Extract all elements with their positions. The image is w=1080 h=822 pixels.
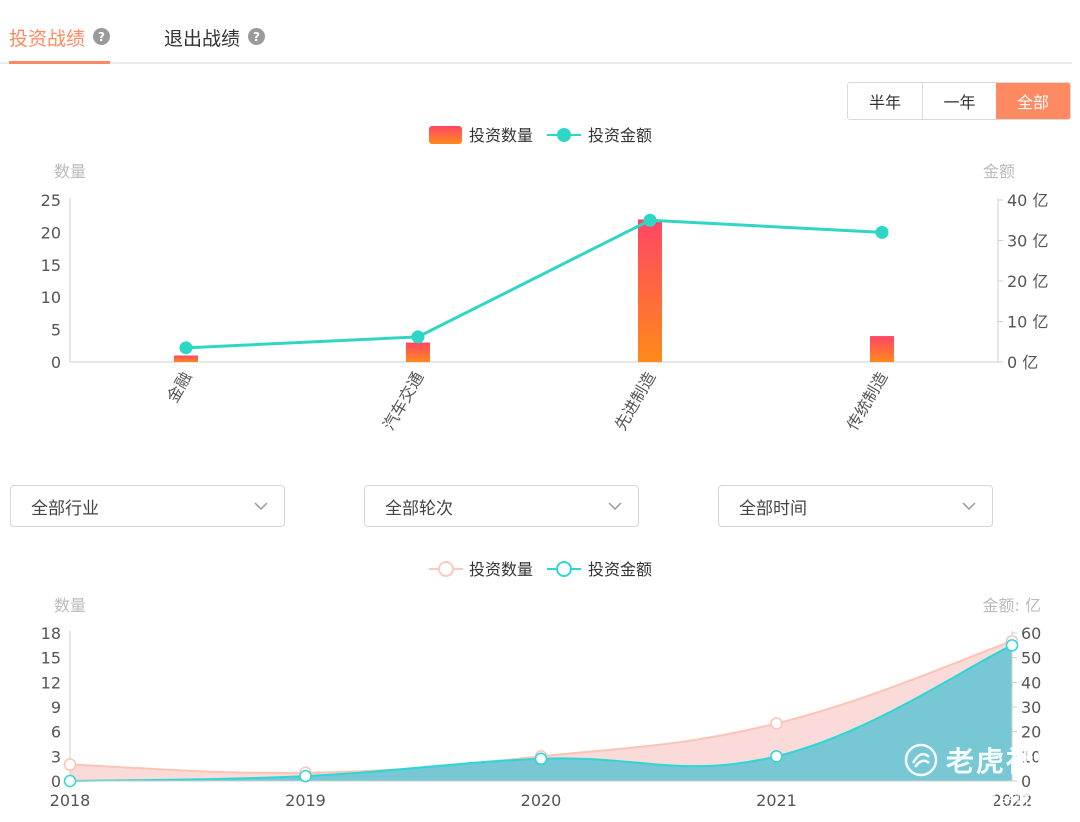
series-line-investment-amount — [185, 218, 883, 350]
time-select-value: 全部时间 — [739, 498, 807, 519]
industry-investment-chart: 投资数量 投资金额 数量 金额 0 5 10 15 20 25 0 亿 10 亿 20 亿 30 … — [41, 126, 1049, 434]
chart1-bars — [174, 219, 894, 362]
y-tick-label-right: 50 — [1021, 649, 1041, 668]
x-tick-label: 2018 — [50, 791, 91, 810]
y-tick-label-left: 15 — [41, 256, 61, 275]
industry-select-value: 全部行业 — [31, 498, 99, 519]
legend-line-marker — [557, 128, 571, 142]
point-investment-amount — [411, 330, 425, 344]
x-tick-label: 先进制造 — [611, 369, 659, 434]
y-tick-label-right: 10 — [1021, 747, 1041, 766]
help-icon[interactable]: ? — [248, 28, 266, 45]
legend-marker — [438, 561, 454, 577]
chart1-x-labels: 金融 汽车交通 先进制造 传统制造 — [163, 369, 891, 434]
legend-marker — [556, 561, 572, 577]
tab-label: 退出战绩 — [164, 28, 241, 50]
y-tick-label-right: 0 — [1021, 772, 1031, 791]
legend-label: 投资金额 — [588, 560, 652, 579]
legend-label: 投资数量 — [469, 560, 533, 579]
chart1-line — [179, 213, 889, 355]
point-investment-amount — [1005, 639, 1019, 652]
y-tick-label-right: 0 亿 — [1007, 353, 1038, 372]
y-tick-label-left: 20 — [41, 223, 61, 242]
chart1-legend[interactable]: 投资数量 投资金额 — [429, 126, 652, 145]
x-tick-label: 传统制造 — [843, 369, 891, 434]
point-investment-amount — [179, 341, 193, 355]
watermark-subtext: @野马财经 — [966, 790, 1047, 809]
y-tick-label-right: 40 — [1021, 673, 1041, 692]
range-one-year-button[interactable]: 一年 — [922, 83, 996, 119]
y-tick-label-left: 5 — [51, 321, 61, 340]
range-all-button[interactable]: 全部 — [996, 83, 1070, 119]
round-select[interactable]: 全部轮次 — [364, 485, 639, 527]
round-select-value: 全部轮次 — [385, 498, 453, 519]
industry-select[interactable]: 全部行业 — [10, 485, 285, 527]
point-investment-amount — [534, 752, 548, 766]
tab-investment-record[interactable]: 投资战绩 ? — [9, 24, 111, 60]
bar-investment-count — [870, 336, 894, 362]
point-investment-amount — [63, 774, 77, 788]
time-select[interactable]: 全部时间 — [718, 485, 993, 527]
y-tick-label-left: 25 — [41, 191, 61, 210]
bar-investment-count — [174, 355, 198, 362]
y-tick-label-left: 0 — [51, 353, 61, 372]
x-tick-label: 2022 — [992, 791, 1033, 810]
legend-label: 投资金额 — [588, 126, 652, 145]
y-axis-left-title: 数量 — [54, 162, 86, 181]
y-tick-label-right: 20 亿 — [1007, 272, 1048, 291]
area-investment-count — [70, 641, 1012, 781]
point-investment-amount — [875, 225, 889, 239]
y-tick-label-left: 3 — [51, 747, 61, 766]
legend-label: 投资数量 — [469, 126, 533, 145]
point-investment-count — [63, 758, 77, 771]
range-half-year-button[interactable]: 半年 — [848, 83, 922, 119]
x-tick-label: 金融 — [163, 369, 195, 406]
y-tick-label-right: 40 亿 — [1007, 191, 1048, 210]
yearly-investment-chart: 投资数量 投资金额 数量 金额: 亿 0 3 6 9 12 15 18 0 10 20 30 40 50… — [41, 560, 1042, 810]
y-tick-label-right: 60 — [1021, 624, 1041, 643]
y-tick-label-left: 10 — [41, 288, 61, 307]
tab-label: 投资战绩 — [9, 28, 86, 50]
watermark: 老虎社区 — [904, 740, 1066, 780]
point-investment-amount — [643, 213, 657, 227]
legend-bar-swatch — [429, 126, 462, 144]
x-tick-label: 2021 — [756, 791, 797, 810]
chevron-down-icon — [254, 502, 268, 511]
chevron-down-icon — [962, 502, 976, 511]
x-tick-label: 2020 — [521, 791, 562, 810]
y-tick-label-left: 15 — [41, 649, 61, 668]
point-investment-amount — [299, 769, 312, 783]
y-tick-label-right: 10 亿 — [1007, 313, 1048, 332]
y-axis-left-title: 数量 — [54, 596, 86, 615]
chart2-points — [63, 634, 1019, 788]
y-tick-label-left: 18 — [41, 624, 61, 643]
y-tick-label-left: 0 — [51, 772, 61, 791]
y-axis-right-title: 金额: 亿 — [983, 596, 1041, 615]
x-tick-label: 汽车交通 — [379, 369, 427, 434]
help-icon[interactable]: ? — [93, 28, 111, 45]
y-tick-label-right: 30 亿 — [1007, 232, 1048, 251]
y-tick-label-right: 20 — [1021, 723, 1041, 742]
bar-investment-count — [638, 219, 662, 362]
chart1-axes: 0 5 10 15 20 25 0 亿 10 亿 20 亿 30 亿 40 亿 — [41, 191, 1049, 372]
chart2-legend[interactable]: 投资数量 投资金额 — [429, 560, 652, 579]
time-range-toggle: 半年 一年 全部 — [847, 82, 1071, 120]
tab-exit-record[interactable]: 退出战绩 ? — [164, 24, 266, 60]
tiger-logo-icon — [904, 743, 938, 777]
watermark-text: 老虎社区 — [946, 745, 1067, 778]
x-tick-label: 2019 — [285, 791, 326, 810]
point-investment-count — [770, 717, 783, 730]
chart2-axes: 0 3 6 9 12 15 18 0 10 20 30 40 50 60 2018 2019 2020 2021 2… — [41, 624, 1042, 810]
area-investment-amount — [70, 645, 1012, 781]
y-tick-label-right: 30 — [1021, 698, 1041, 717]
bar-investment-count — [406, 342, 430, 362]
y-tick-label-left: 9 — [51, 698, 61, 717]
tab-bar: 投资战绩 ? 退出战绩 ? — [0, 0, 1072, 64]
y-tick-label-left: 12 — [41, 673, 61, 692]
active-tab-indicator — [9, 61, 110, 64]
chevron-down-icon — [608, 502, 622, 511]
y-tick-label-left: 6 — [51, 723, 61, 742]
y-axis-right-title: 金额 — [983, 162, 1015, 181]
point-investment-amount — [770, 750, 783, 763]
